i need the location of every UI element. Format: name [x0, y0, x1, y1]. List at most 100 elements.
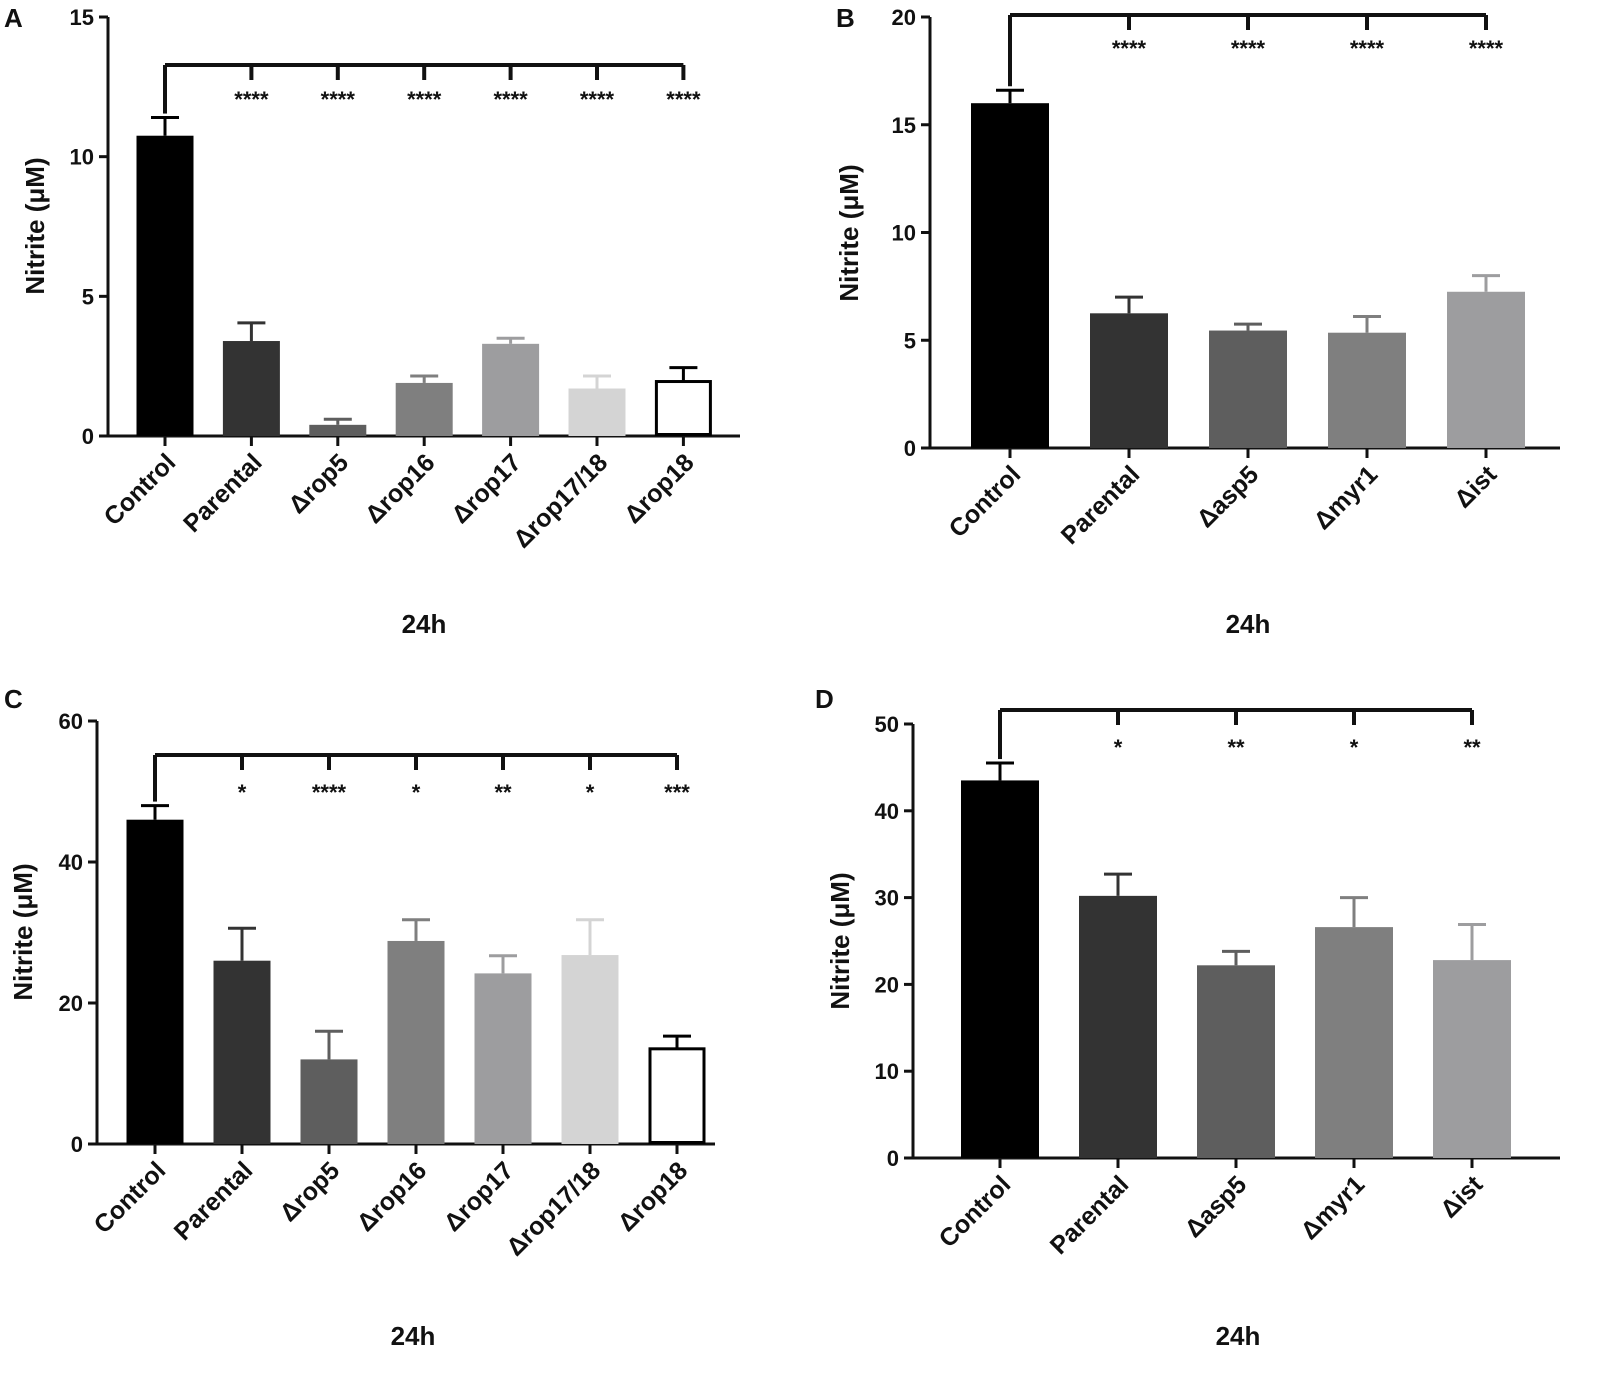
- y-tick-label: 5: [82, 284, 94, 309]
- y-tick-label: 0: [71, 1132, 83, 1157]
- category-label: Δrop5: [274, 1156, 345, 1227]
- bar: [1197, 965, 1275, 1158]
- bar: [309, 424, 367, 436]
- category-label: Parental: [169, 1156, 259, 1246]
- y-axis-title: Nitrite (μM): [834, 164, 864, 301]
- panel-letter-d: D: [815, 684, 834, 714]
- category-label: Control: [99, 448, 182, 531]
- category-label: Δrop5: [283, 448, 354, 519]
- y-tick-label: 60: [59, 709, 83, 734]
- bar: [300, 1059, 358, 1144]
- category-label: Δmyr1: [1295, 1170, 1370, 1245]
- y-tick-label: 40: [875, 799, 899, 824]
- y-tick-label: 10: [70, 145, 94, 170]
- bar: [222, 341, 280, 436]
- bar: [1209, 330, 1287, 448]
- panel-d: D 0 10 20 30 40 50 Nitrite (μM) 24h Control Parent…: [815, 684, 1560, 1351]
- bar: [1433, 960, 1511, 1158]
- significance-stars: **: [1227, 735, 1245, 760]
- significance-stars: ***: [664, 780, 690, 805]
- category-label: Δrop17: [439, 1156, 520, 1237]
- category-label: Parental: [1045, 1170, 1135, 1260]
- bar: [1328, 332, 1406, 448]
- category-label: Δrop17/18: [508, 448, 613, 553]
- significance-stars: ****: [666, 87, 701, 112]
- significance-stars: ****: [1231, 36, 1266, 61]
- y-tick-label: 0: [887, 1146, 899, 1171]
- y-tick-label: 20: [875, 972, 899, 997]
- category-label: Δist: [1435, 1170, 1489, 1224]
- significance-stars: ****: [407, 87, 442, 112]
- significance-stars: ****: [1112, 36, 1147, 61]
- bar: [1447, 291, 1525, 448]
- y-tick-label: 50: [875, 712, 899, 737]
- bar: [654, 380, 712, 436]
- category-label: Δrop16: [352, 1156, 433, 1237]
- significance-stars: ****: [1469, 36, 1504, 61]
- y-tick-label: 20: [892, 5, 916, 30]
- significance-stars: **: [494, 780, 512, 805]
- significance-stars: ****: [580, 87, 615, 112]
- category-label: Δist: [1449, 460, 1503, 514]
- category-label: Control: [89, 1156, 172, 1239]
- y-tick-label: 40: [59, 850, 83, 875]
- y-axis-title: Nitrite (μM): [825, 872, 855, 1009]
- y-axis-title: Nitrite (μM): [8, 863, 38, 1000]
- category-label: Δasp5: [1191, 460, 1264, 533]
- category-label: Δrop17: [446, 448, 527, 529]
- significance-stars: *: [1114, 735, 1123, 760]
- bar: [1315, 927, 1393, 1158]
- panel-b: B 0 5 10 15 20 Nitrite (μM) 24h Control Parental Δ…: [834, 3, 1560, 639]
- bar: [387, 940, 445, 1144]
- panel-letter-a: A: [4, 3, 23, 33]
- category-label: Parental: [178, 448, 268, 538]
- category-label: Parental: [1056, 460, 1146, 550]
- significance-stars: **: [1463, 735, 1481, 760]
- category-label: Control: [944, 460, 1027, 543]
- y-tick-label: 10: [875, 1059, 899, 1084]
- bar: [213, 960, 271, 1144]
- x-axis-title: 24h: [391, 1321, 436, 1351]
- bar: [482, 343, 540, 436]
- panel-letter-c: C: [4, 684, 23, 714]
- bar: [395, 382, 453, 436]
- significance-stars: *: [412, 780, 421, 805]
- category-label: Δrop17/18: [501, 1156, 606, 1261]
- category-label: Δrop16: [360, 448, 441, 529]
- bar: [1090, 313, 1168, 448]
- y-tick-label: 15: [70, 5, 94, 30]
- bar: [561, 955, 619, 1144]
- bar: [648, 1047, 706, 1144]
- category-label: Δrop18: [613, 1156, 694, 1237]
- panel-letter-b: B: [836, 3, 855, 33]
- y-tick-label: 15: [892, 113, 916, 138]
- significance-stars: *: [586, 780, 595, 805]
- bar: [1079, 895, 1157, 1158]
- significance-stars: ****: [1350, 36, 1385, 61]
- y-axis-title: Nitrite (μM): [20, 157, 50, 294]
- significance-stars: ****: [312, 780, 347, 805]
- y-tick-label: 0: [904, 436, 916, 461]
- y-tick-label: 20: [59, 991, 83, 1016]
- category-label: Δasp5: [1179, 1170, 1252, 1243]
- bar: [568, 388, 626, 436]
- significance-stars: *: [1350, 735, 1359, 760]
- bar: [126, 819, 184, 1144]
- bar: [961, 780, 1039, 1158]
- x-axis-title: 24h: [1226, 609, 1271, 639]
- y-tick-label: 10: [892, 221, 916, 246]
- bar: [971, 103, 1049, 448]
- category-label: Δrop18: [619, 448, 700, 529]
- x-axis-title: 24h: [1216, 1321, 1261, 1351]
- y-tick-label: 0: [82, 424, 94, 449]
- category-label: Δmyr1: [1308, 460, 1383, 535]
- significance-stars: ****: [321, 87, 356, 112]
- significance-stars: *: [238, 780, 247, 805]
- y-tick-label: 5: [904, 328, 916, 353]
- significance-stars: ****: [234, 87, 269, 112]
- y-tick-label: 30: [875, 886, 899, 911]
- category-label: Control: [934, 1170, 1017, 1253]
